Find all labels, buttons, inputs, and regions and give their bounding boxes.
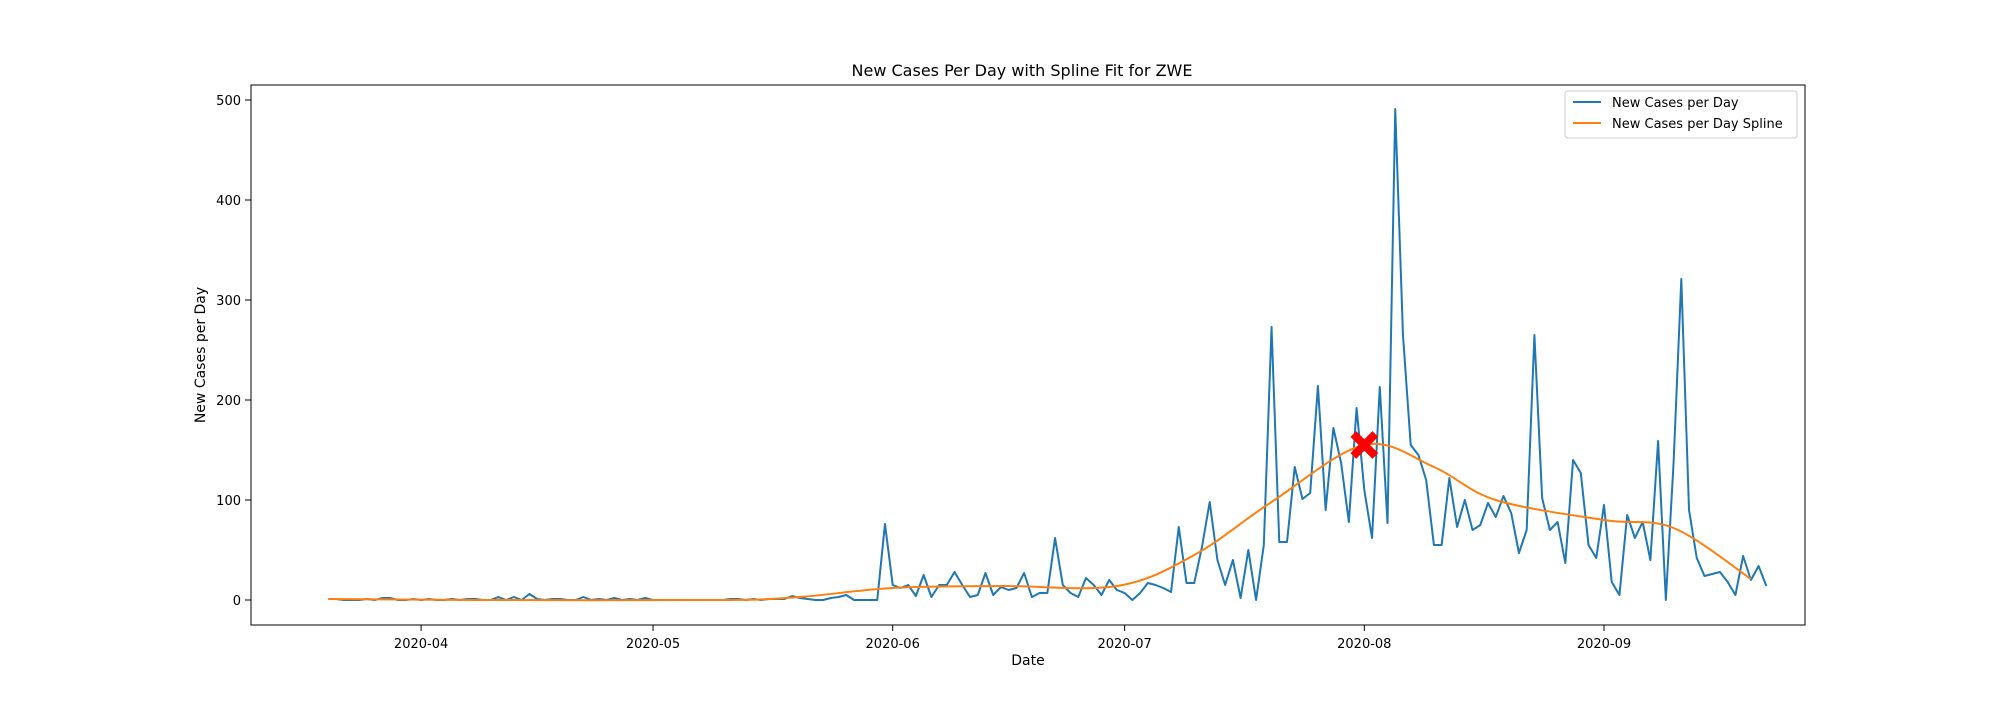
legend-label-new-cases: New Cases per Day: [1612, 96, 1739, 111]
y-axis: 0 100 200 300 400 500: [216, 94, 251, 609]
x-tick-label: 2020-04: [394, 637, 448, 652]
plot-area: [328, 108, 1768, 602]
y-tick-label: 400: [216, 194, 241, 209]
y-tick-label: 200: [216, 394, 241, 409]
x-tick-label: 2020-05: [626, 637, 680, 652]
axes-frame: [250, 84, 1806, 626]
x-tick-label: 2020-06: [866, 637, 920, 652]
chart-title: New Cases Per Day with Spline Fit for ZW…: [852, 61, 1193, 80]
x-tick-label: 2020-08: [1337, 637, 1391, 652]
x-tick-label: 2020-09: [1577, 637, 1631, 652]
x-tick-label: 2020-07: [1097, 637, 1151, 652]
y-tick-label: 0: [233, 594, 241, 609]
legend: New Cases per Day New Cases per Day Spli…: [1564, 90, 1798, 139]
y-tick-label: 100: [216, 494, 241, 509]
peak-marker: [1350, 431, 1379, 459]
y-tick-label: 500: [216, 94, 241, 109]
y-tick-label: 300: [216, 294, 241, 309]
y-axis-label: New Cases per Day: [193, 287, 209, 423]
legend-frame: [1564, 90, 1798, 139]
x-axis: 2020-04 2020-05 2020-06 2020-07 2020-08 2020-…: [394, 625, 1631, 652]
x-axis-label: Date: [1011, 653, 1044, 669]
series-line-new-cases: [328, 108, 1768, 601]
legend-label-spline: New Cases per Day Spline: [1612, 117, 1783, 132]
series-line-spline: [328, 442, 1752, 602]
